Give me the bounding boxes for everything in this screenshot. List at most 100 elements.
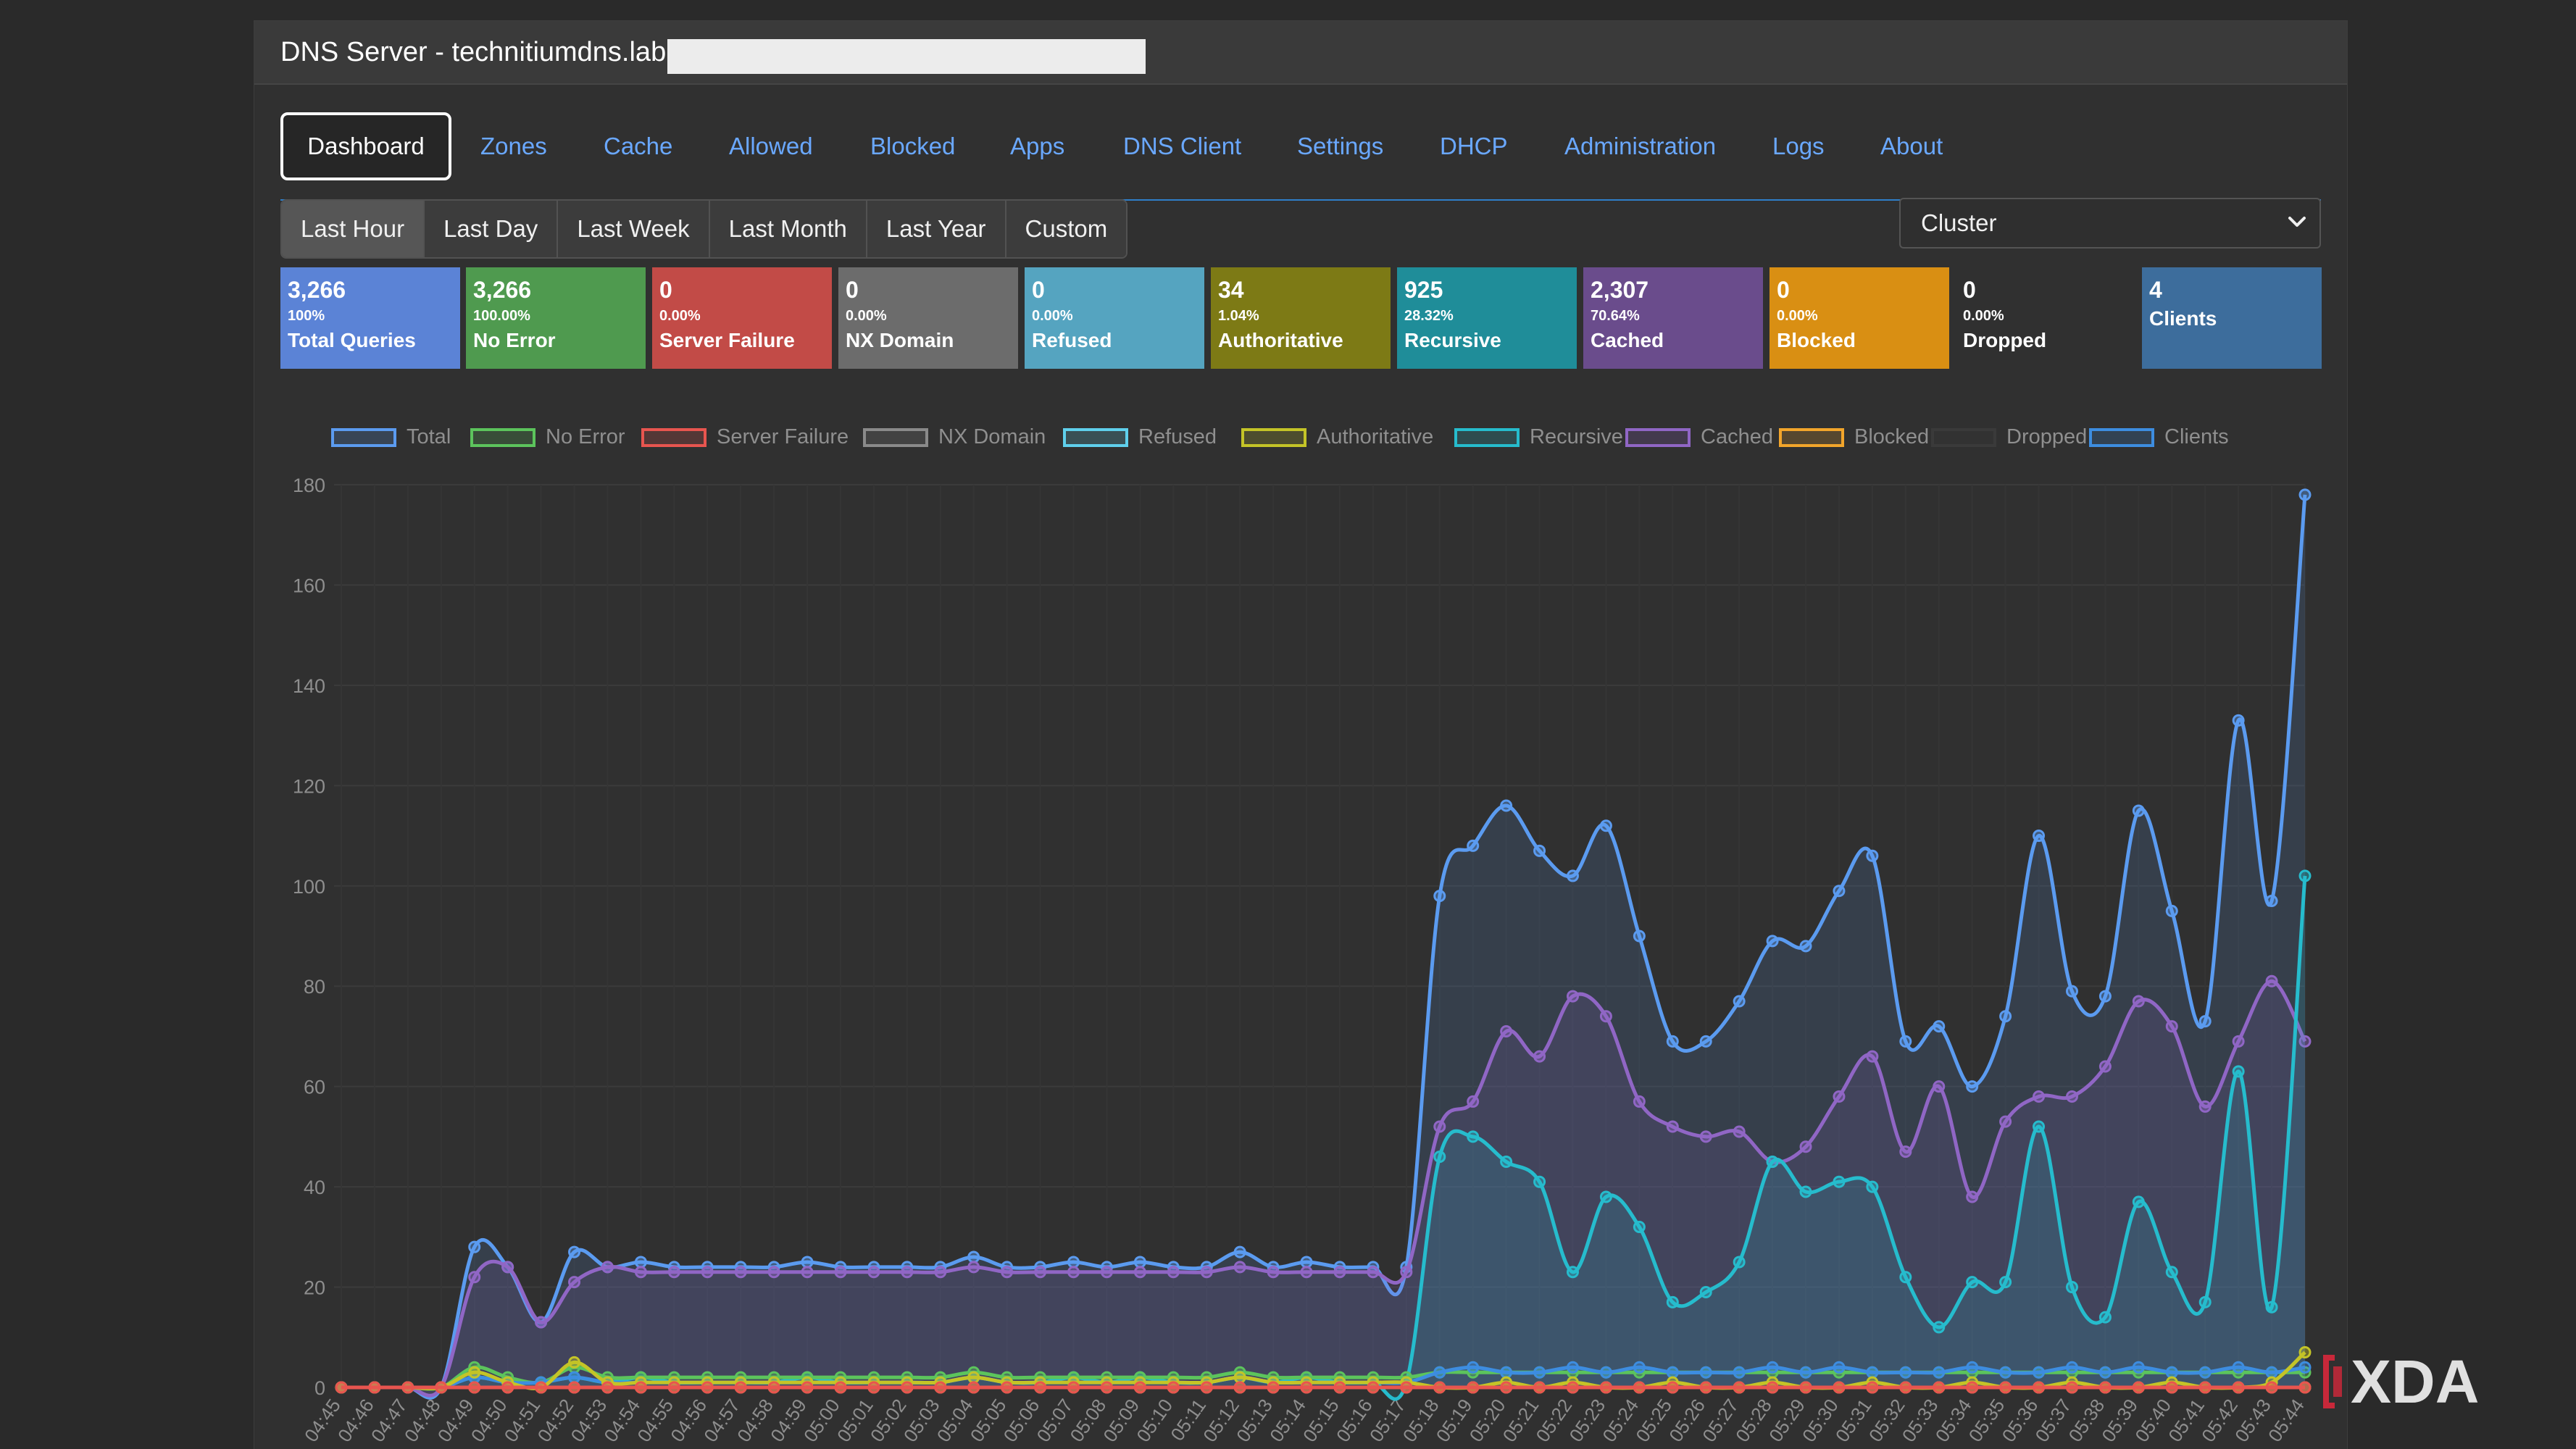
queries-line-chart: 02040608010012014016018004:4504:4604:470… xyxy=(293,475,2312,1446)
data-point-total xyxy=(1699,1035,1712,1048)
y-tick-label: 120 xyxy=(293,775,325,797)
time-range-button-group: Last Hour Last Day Last Week Last Month … xyxy=(280,199,1128,259)
data-point-server-failure xyxy=(701,1381,714,1394)
stat-value: 3,266 xyxy=(288,277,346,303)
range-last-month-button[interactable]: Last Month xyxy=(709,201,867,257)
tab-dns-client[interactable]: DNS Client xyxy=(1123,133,1242,159)
stat-percent: 1.04% xyxy=(1218,308,1259,324)
x-tick-label: 05:34 xyxy=(1931,1395,1976,1446)
x-tick-label: 04:55 xyxy=(633,1395,678,1446)
data-point-clients xyxy=(2065,1361,2078,1374)
tab-dhcp[interactable]: DHCP xyxy=(1440,133,1508,159)
tab-about[interactable]: About xyxy=(1880,133,1943,159)
legend-swatch xyxy=(1931,428,1996,447)
x-tick-label: 05:18 xyxy=(1399,1395,1443,1446)
stat-label: NX Domain xyxy=(846,329,954,351)
data-point-cached xyxy=(1666,1120,1679,1133)
data-point-cached xyxy=(1467,1095,1480,1108)
data-point-cached xyxy=(2033,1090,2046,1103)
tab-dashboard[interactable]: Dashboard xyxy=(280,112,451,180)
x-tick-label: 04:54 xyxy=(599,1395,644,1446)
stat-value: 3,266 xyxy=(473,277,532,303)
data-point-total xyxy=(1500,799,1513,812)
x-tick-label: 05:25 xyxy=(1631,1395,1676,1446)
xda-watermark-text: XDA xyxy=(2351,1348,2479,1416)
data-point-clients xyxy=(1933,1366,1946,1379)
data-point-server-failure xyxy=(1733,1381,1746,1394)
x-tick-label: 04:58 xyxy=(733,1395,778,1446)
data-point-total xyxy=(634,1256,647,1269)
tab-logs[interactable]: Logs xyxy=(1772,133,1825,159)
x-tick-label: 05:35 xyxy=(1964,1395,2009,1446)
data-point-cached xyxy=(1133,1266,1146,1279)
data-point-cached xyxy=(1633,1095,1646,1108)
data-point-total xyxy=(1733,995,1746,1008)
y-tick-label: 60 xyxy=(304,1077,325,1098)
legend-swatch xyxy=(863,428,928,447)
x-tick-label: 05:08 xyxy=(1065,1395,1110,1446)
data-point-cached xyxy=(1799,1140,1812,1153)
data-point-clients xyxy=(1733,1366,1746,1379)
data-point-clients xyxy=(2098,1366,2112,1379)
data-point-total xyxy=(2132,804,2145,817)
data-point-server-failure xyxy=(1233,1381,1246,1394)
data-point-cached xyxy=(1333,1266,1346,1279)
data-point-clients xyxy=(2198,1366,2212,1379)
data-point-total xyxy=(2232,714,2245,727)
x-tick-label: 05:20 xyxy=(1465,1395,1510,1446)
stat-label: Recursive xyxy=(1404,329,1501,351)
data-point-cached xyxy=(501,1261,514,1274)
data-point-total xyxy=(1067,1256,1080,1269)
range-last-week-button[interactable]: Last Week xyxy=(558,201,710,257)
tab-administration[interactable]: Administration xyxy=(1564,133,1717,159)
legend-label: NX Domain xyxy=(938,425,1046,448)
data-point-cached xyxy=(734,1266,747,1279)
series-area-total xyxy=(341,494,2305,1398)
data-point-recursive xyxy=(1599,1190,1612,1203)
x-tick-label: 05:33 xyxy=(1898,1395,1943,1446)
data-point-clients xyxy=(1467,1361,1480,1374)
data-point-recursive xyxy=(1467,1130,1480,1143)
data-point-clients xyxy=(1433,1366,1446,1379)
tab-blocked[interactable]: Blocked xyxy=(870,133,956,159)
data-point-cached xyxy=(1833,1090,1846,1103)
data-point-server-failure xyxy=(967,1381,980,1394)
tab-allowed[interactable]: Allowed xyxy=(729,133,813,159)
data-point-recursive xyxy=(1899,1271,1912,1284)
legend-swatch xyxy=(641,428,706,447)
data-point-cached xyxy=(901,1266,914,1279)
data-point-total xyxy=(2065,985,2078,998)
data-point-server-failure xyxy=(568,1381,581,1394)
data-point-server-failure xyxy=(435,1381,448,1394)
node-select[interactable]: Cluster xyxy=(1899,198,2321,249)
data-point-server-failure xyxy=(368,1381,381,1394)
data-point-cached xyxy=(1866,1050,1879,1063)
range-last-year-button[interactable]: Last Year xyxy=(867,201,1006,257)
data-point-server-failure xyxy=(2198,1381,2212,1394)
tab-apps[interactable]: Apps xyxy=(1010,133,1065,159)
range-last-hour-button[interactable]: Last Hour xyxy=(282,201,425,257)
tab-settings[interactable]: Settings xyxy=(1297,133,1384,159)
stat-server-failure: 0 0.00% Server Failure xyxy=(652,267,832,369)
stat-percent: 0.00% xyxy=(1777,308,1818,324)
data-point-cached xyxy=(1599,1010,1612,1023)
tab-cache[interactable]: Cache xyxy=(604,133,673,159)
data-point-server-failure xyxy=(1500,1381,1513,1394)
data-point-server-failure xyxy=(901,1381,914,1394)
range-last-day-button[interactable]: Last Day xyxy=(425,201,559,257)
data-point-cached xyxy=(1067,1266,1080,1279)
data-point-cached xyxy=(535,1316,548,1329)
stat-label: Refused xyxy=(1032,329,1112,351)
stat-authoritative: 34 1.04% Authoritative xyxy=(1211,267,1391,369)
stat-percent: 70.64% xyxy=(1591,308,1640,324)
x-tick-label: 05:36 xyxy=(1998,1395,2043,1446)
data-point-total xyxy=(1933,1020,1946,1033)
data-point-authoritative xyxy=(967,1371,980,1384)
data-point-server-failure xyxy=(1899,1381,1912,1394)
tab-zones[interactable]: Zones xyxy=(480,133,547,159)
range-custom-button[interactable]: Custom xyxy=(1006,201,1127,257)
x-tick-label: 05:12 xyxy=(1199,1395,1243,1446)
legend-label: Total xyxy=(407,425,451,448)
data-point-cached xyxy=(2065,1090,2078,1103)
data-point-total xyxy=(1966,1080,1979,1093)
